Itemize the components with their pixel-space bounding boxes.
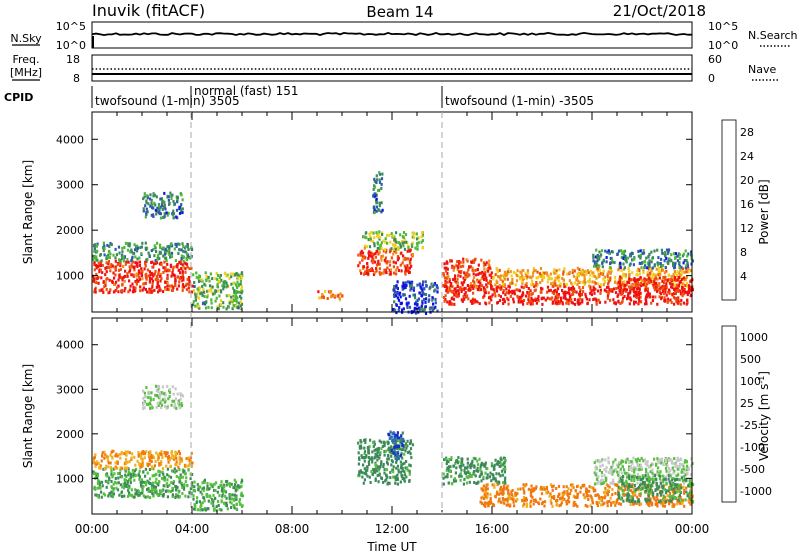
scatter-region-8: [372, 171, 384, 215]
noise-search-label: N.Search: [748, 29, 798, 42]
velocity-colorbar-tick-3: 100: [740, 375, 761, 388]
scatter-region-11: [442, 284, 694, 306]
noise-left-tick-top: 10^5: [56, 20, 86, 33]
cpid-segment-3: twofsound (1-min) -3505: [445, 94, 594, 108]
velocity-y-axis: 1000 2000 3000 4000: [56, 339, 692, 485]
power-colorbar-tick-1: 4: [740, 270, 747, 283]
scatter-region-9: [593, 456, 694, 486]
time-xtick-5: 16:00: [475, 522, 510, 536]
nave-right-tick-top: 60: [708, 53, 722, 66]
scatter-region-13: [592, 248, 694, 270]
station-title: Inuvik (fitACF): [92, 1, 205, 20]
beam-title: Beam 14: [366, 3, 433, 21]
power-colorbar-tick-7: 28: [740, 126, 754, 139]
power-ylabel: Slant Range [km]: [21, 160, 35, 264]
power-panel: 1000 2000 3000 4000 Slant Range [km] 4 8 12 16…: [21, 111, 771, 315]
power-colorbar-tick-5: 20: [740, 174, 754, 187]
power-colorbar-label: Power [dB]: [757, 179, 771, 244]
time-xlabel: Time UT: [366, 540, 417, 554]
time-x-axis: 00:00 04:00 08:00 12:00 16:00 20:00 00:00: [75, 112, 710, 536]
noise-panel: N.Sky 10^5 10^0 10^5 10^0 N.Search: [10, 20, 797, 52]
time-xtick-2: 04:00: [175, 522, 210, 536]
noise-right-tick-bottom: 10^0: [708, 39, 738, 52]
cpid-segment-2: normal (fast) 151: [194, 84, 298, 98]
scatter-region-6: [387, 430, 405, 462]
velocity-ytick-3: 3000: [56, 383, 84, 396]
scatter-region-2: [92, 241, 194, 263]
freq-label: Freq.: [12, 53, 39, 66]
scatter-region-6: [357, 248, 414, 277]
noise-left-tick-bottom: 10^0: [56, 39, 86, 52]
power-colorbar-tick-6: 24: [740, 150, 754, 163]
scatter-region-3: [142, 384, 185, 410]
scatter-region-10: [442, 257, 494, 293]
power-cells: [92, 171, 694, 315]
scatter-region-10: [617, 474, 695, 504]
frequency-panel: Freq. [MHz] 18 8 60 0 Nave: [10, 53, 780, 85]
time-xtick-6: 20:00: [575, 522, 610, 536]
power-ytick-3: 3000: [56, 179, 84, 192]
velocity-colorbar-label: Velocity [m s-1]: [757, 371, 772, 461]
scatter-region-1: [92, 467, 194, 500]
freq-left-tick-top: 18: [66, 53, 80, 66]
power-colorbar-tick-3: 12: [740, 222, 754, 235]
freq-unit-label: [MHz]: [10, 66, 42, 79]
power-colorbar-tick-2: 8: [740, 246, 747, 259]
noise-sky-trace: [91, 31, 692, 37]
cpid-label: CPID: [4, 91, 33, 104]
velocity-colorbar: 1000 500 100 25 -25 -100 -500 -1000: [721, 325, 772, 503]
velocity-cells: [92, 384, 695, 513]
velocity-colorbar-tick-4: 25: [740, 397, 754, 410]
power-ytick-4: 4000: [56, 133, 84, 146]
freq-left-tick-bottom: 8: [73, 72, 80, 85]
power-ytick-1: 1000: [56, 270, 84, 283]
velocity-colorbar-tick-8: -1000: [740, 485, 772, 498]
power-ytick-2: 2000: [56, 224, 84, 237]
scatter-region-5: [317, 289, 344, 302]
time-xtick-3: 08:00: [275, 522, 310, 536]
scatter-region-12: [492, 266, 694, 288]
cpid-segment-1: twofsound (1-min) 3505: [95, 94, 240, 108]
nave-label: Nave: [748, 63, 776, 76]
noise-sky-label: N.Sky: [10, 32, 42, 45]
date-title: 21/Oct/2018: [613, 2, 706, 20]
cpid-bar: CPID twofsound (1-min) 3505 normal (fast…: [4, 84, 594, 108]
scatter-region-2: [92, 449, 194, 471]
scatter-region-9: [392, 280, 439, 315]
scatter-region-5: [357, 438, 414, 486]
time-xtick-1: 00:00: [75, 522, 110, 536]
scatter-region-4: [192, 271, 244, 311]
velocity-colorbar-tick-2: 500: [740, 353, 761, 366]
nave-right-tick-bottom: 0: [708, 72, 715, 85]
scatter-region-7: [362, 230, 424, 252]
velocity-ytick-2: 2000: [56, 428, 84, 441]
velocity-panel: 1000 2000 3000 4000 00:00 04:00 08:00 12:00 16:…: [21, 112, 772, 554]
velocity-ytick-1: 1000: [56, 472, 84, 485]
velocity-ylabel: Slant Range [km]: [21, 364, 35, 468]
velocity-colorbar-tick-7: -500: [740, 463, 765, 476]
time-xtick-4: 12:00: [375, 522, 410, 536]
scatter-region-7: [442, 456, 507, 486]
power-colorbar: 4 8 12 16 20 24 28: [721, 119, 754, 301]
time-xtick-7: 00:00: [675, 522, 710, 536]
velocity-colorbar-tick-1: 1000: [740, 331, 768, 344]
power-y-axis: 1000 2000 3000 4000: [56, 133, 692, 283]
velocity-colorbar-tick-5: -25: [740, 419, 758, 432]
power-colorbar-tick-4: 16: [740, 198, 754, 211]
noise-right-tick-top: 10^5: [708, 20, 738, 33]
scatter-region-4: [192, 478, 244, 513]
scatter-region-3: [142, 191, 184, 220]
velocity-ytick-4: 4000: [56, 339, 84, 352]
scatter-region-1: [92, 259, 194, 295]
velocity-colorbar-tick-6: -100: [740, 441, 765, 454]
